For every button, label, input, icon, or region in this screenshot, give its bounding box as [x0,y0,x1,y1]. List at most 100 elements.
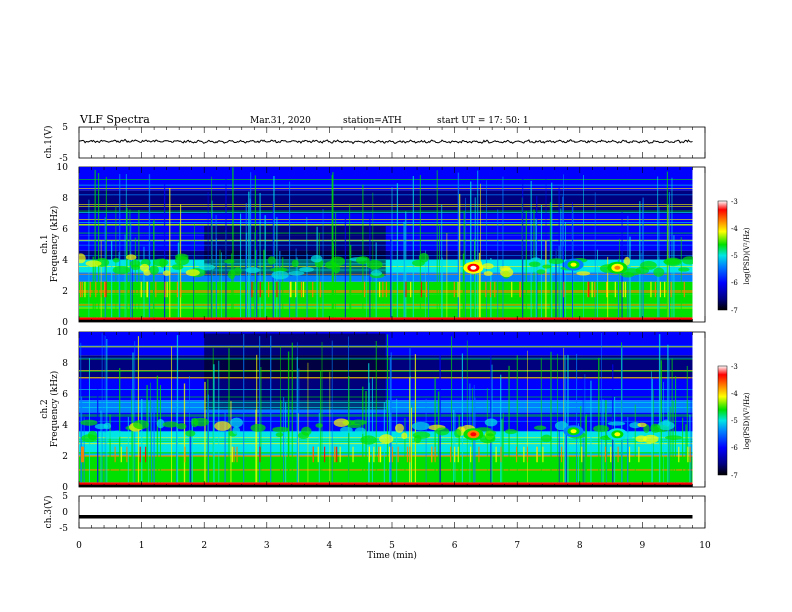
x-tick-label: 9 [640,541,646,551]
spectrogram-emission [413,435,422,444]
spectrogram-emission [214,421,231,431]
spectrogram-emission [198,264,216,271]
spectrogram-spike [388,446,391,463]
ch1-ytick-10: 10 [57,163,69,173]
x-tick-label: 1 [139,541,145,551]
spectrogram-emission [267,256,276,265]
spectrogram-emission [192,417,210,427]
spectrogram-emission [541,434,552,443]
ch3-waveform-panel: 5 0 -5 ch.3(V) [43,492,706,534]
spectrogram-spike [82,446,84,463]
spectrogram-spike [654,281,656,298]
spectrogram-spike [489,281,492,298]
x-axis-label: Time (min) [367,550,417,561]
spectrogram-spike [312,281,314,298]
ch1-colorbar-label: log(PSD)(V²/Hz) [743,227,751,284]
spectrogram-emission [411,421,430,431]
spectrogram-emission [682,256,693,265]
spectrogram-spike [624,281,626,298]
spectrogram-emission [175,253,189,261]
spectrogram-emission [657,420,675,431]
spectrogram-band [79,468,693,483]
ch1-spec-ylabel-freq: Frequency (kHz) [49,206,60,283]
spectrogram-spike [610,446,612,463]
spectrogram-emission [85,260,102,267]
spectrogram-spike [457,281,459,298]
spectrogram-emission [230,417,243,428]
spectrogram-spike [594,281,596,298]
spectrogram-emission [621,271,635,278]
spectrogram-emission [484,418,498,427]
spectrogram-emission [81,434,98,443]
spectrogram-spike [259,281,261,298]
x-tick-label: 4 [327,541,333,551]
spectrogram-spike [120,446,122,463]
spectrogram-spike [105,281,107,298]
spectrogram-emission [299,267,315,272]
spectrogram-spike [302,281,305,298]
ch3-ytick-neg5: -5 [59,524,68,534]
spectrogram-spike [536,446,538,463]
spectrogram-spike [231,446,233,463]
spectrogram-spike [453,281,455,298]
spectrogram-spike [391,446,394,463]
spectrogram-band [79,294,693,304]
ch2-cbtick-neg6: -6 [731,444,738,452]
header: VLF Spectra Mar.31, 2020 station=ATH sta… [79,113,529,126]
ch3-ytick-5: 5 [62,492,68,502]
spectrogram-spike [276,281,278,298]
spectrogram-emission [272,426,289,433]
spectrogram-spike [604,446,607,463]
spectrogram-hotspot-core [570,429,577,434]
spectrogram-emission [554,421,568,431]
ch1-ylabel: ch.1(V) [43,126,54,159]
spectrogram-spike [140,281,142,298]
spectrogram-emission [185,269,200,277]
ch2-ytick-10: 10 [57,328,69,338]
spectrogram-spike [336,446,338,463]
spectrogram-spike [410,281,412,298]
ch1-ytick-neg5: -5 [59,154,68,164]
spectrogram-spike [470,446,472,463]
date-label: Mar.31, 2020 [250,116,311,126]
spectrogram-spike [323,446,326,463]
spectrogram-spike [81,281,83,298]
spectrogram-spike [581,446,583,463]
ch2-cbtick-neg7: -7 [731,472,738,480]
spectrogram-hotspot-core [614,265,621,270]
spectrogram-spike [378,446,380,463]
spectrogram-emission [354,427,366,435]
spectrogram-emission [149,265,159,275]
spectrogram-emission [370,270,382,276]
spectrogram-spike [617,446,619,463]
x-tick-label: 5 [389,541,395,551]
spectrogram-spike [114,446,116,463]
spectrogram-spike [319,281,321,298]
ch2-spectrogram-panel: 10 8 6 4 2 0 ch.2 Frequency (kHz) -3 -4 … [40,328,751,493]
spectrogram-spike [385,281,388,298]
ch1-waveform-trace [78,138,693,145]
spectrogram-emission [232,426,241,435]
ch2-colorbar-label: log(PSD)(V²/Hz) [743,392,751,449]
spectrogram-spike [312,446,314,463]
ch1-spectrogram-image [79,167,693,322]
spectrogram-emission [607,421,626,426]
x-tick-label: 7 [514,541,520,551]
spectrogram-spike [236,446,238,463]
x-tick-label: 2 [201,541,207,551]
spectrogram-emission [533,425,547,431]
spectrogram-emission [528,261,541,267]
spectrogram-emission [576,271,591,276]
spectrogram-spike [289,281,291,298]
spectrogram-band [79,272,693,282]
spectrogram-band [79,167,693,191]
spectrogram-emission [233,267,242,276]
spectrogram-spike [373,446,375,463]
spectrogram-hotspot-core [470,432,477,437]
spectrogram-emission [482,263,494,270]
ch2-ytick-0: 0 [62,483,68,493]
spectrogram-emission [250,423,266,432]
ch1-ytick-2: 2 [62,287,68,297]
ch1-spec-ylabel-ch: ch.1 [40,234,50,253]
ch2-spectrogram-ticks [78,332,706,487]
